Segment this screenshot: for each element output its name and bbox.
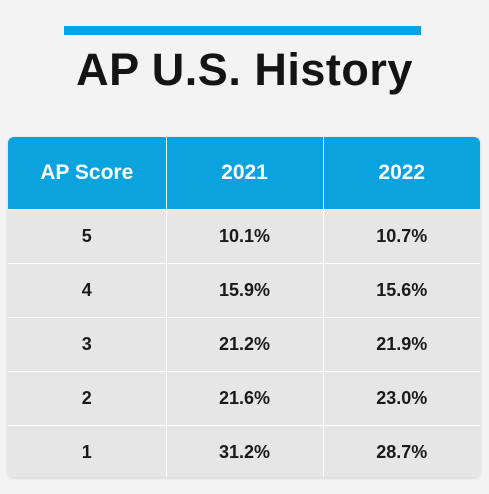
cell-2021: 21.2%	[166, 317, 324, 372]
table-row: 4 15.9% 15.6%	[8, 263, 480, 318]
table-header-row: AP Score 2021 2022	[8, 137, 480, 210]
cell-score: 3	[8, 317, 167, 372]
cell-2021: 31.2%	[166, 425, 324, 477]
cell-2022: 23.0%	[323, 371, 480, 426]
cell-2021: 21.6%	[166, 371, 324, 426]
title-accent-bar	[64, 26, 421, 35]
cell-score: 1	[8, 425, 167, 477]
cell-2022: 15.6%	[323, 263, 480, 318]
header-2021: 2021	[166, 137, 324, 210]
table-row: 1 31.2% 28.7%	[8, 425, 480, 477]
score-distribution-table: AP Score 2021 2022 5 10.1% 10.7% 4 15.9%…	[8, 137, 480, 477]
cell-2022: 10.7%	[323, 209, 480, 264]
cell-2021: 10.1%	[166, 209, 324, 264]
table-row: 3 21.2% 21.9%	[8, 317, 480, 372]
score-table-container: AP Score 2021 2022 5 10.1% 10.7% 4 15.9%…	[8, 137, 480, 477]
cell-2021: 15.9%	[166, 263, 324, 318]
header-ap-score: AP Score	[8, 137, 167, 210]
header-2022: 2022	[323, 137, 480, 210]
page-title: AP U.S. History	[76, 44, 413, 95]
table-row: 5 10.1% 10.7%	[8, 209, 480, 264]
cell-score: 4	[8, 263, 167, 318]
cell-2022: 28.7%	[323, 425, 480, 477]
cell-score: 2	[8, 371, 167, 426]
table-row: 2 21.6% 23.0%	[8, 371, 480, 426]
cell-score: 5	[8, 209, 167, 264]
cell-2022: 21.9%	[323, 317, 480, 372]
